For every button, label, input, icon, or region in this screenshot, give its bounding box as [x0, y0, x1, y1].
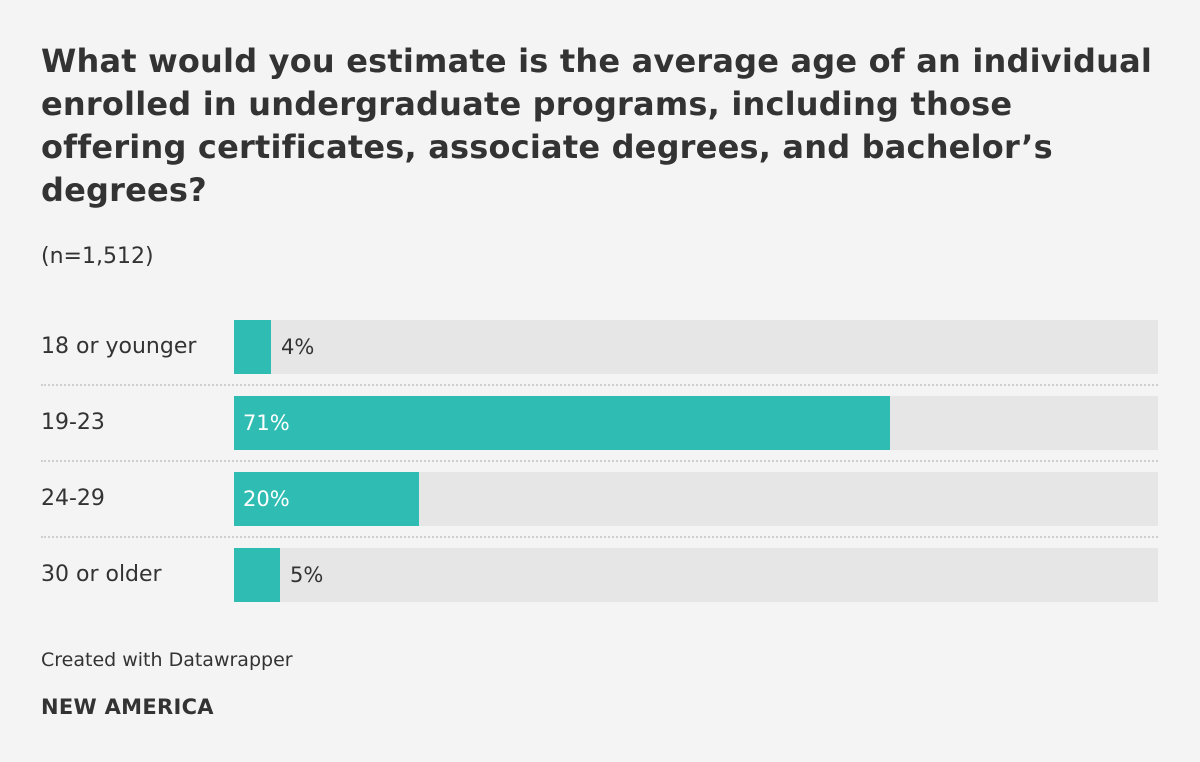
bar [234, 396, 890, 450]
bar [234, 472, 419, 526]
chart-subtitle: (n=1,512) [41, 244, 154, 269]
row-divider [41, 460, 1158, 462]
category-label: 24-29 [41, 486, 105, 511]
value-label: 5% [290, 563, 324, 587]
category-label: 19-23 [41, 410, 105, 435]
value-label: 71% [243, 411, 290, 435]
row-divider [41, 536, 1158, 538]
footer-credit: Created with Datawrapper [41, 649, 293, 671]
chart-title: What would you estimate is the average a… [41, 42, 1153, 209]
bar-track: 5% [234, 548, 1158, 602]
bar-track: 20% [234, 472, 1158, 526]
bar-track: 4% [234, 320, 1158, 374]
category-label: 18 or younger [41, 334, 197, 359]
bar-track: 71% [234, 396, 1158, 450]
bar [234, 320, 271, 374]
category-label: 30 or older [41, 562, 162, 587]
value-label: 20% [243, 487, 290, 511]
value-label: 4% [281, 335, 315, 359]
footer-brand-logo: NEW AMERICA [41, 695, 214, 719]
bar [234, 548, 280, 602]
row-divider [41, 384, 1158, 386]
